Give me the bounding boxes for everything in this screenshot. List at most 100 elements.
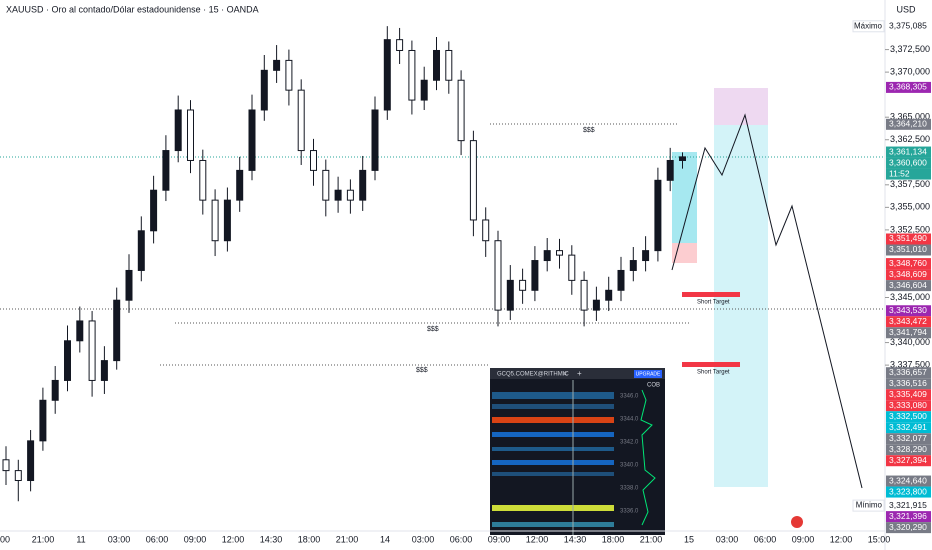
candle-body <box>457 79 465 142</box>
price-badge <box>886 233 931 245</box>
y-tick-label: 3,340,000 <box>890 337 930 347</box>
price-badge-label: 3,333,080 <box>889 400 927 410</box>
candle-body <box>654 179 662 252</box>
price-badge-label: 3,321,396 <box>889 511 927 521</box>
x-tick-label: 09:00 <box>488 534 511 544</box>
widget-price: 3342.0 <box>620 440 639 446</box>
price-badge-label: 3,321,915 <box>889 500 927 510</box>
x-tick-label: 14:30 <box>564 534 587 544</box>
x-tick-label: 14 <box>380 534 390 544</box>
price-badge-label: 3,351,010 <box>889 244 927 254</box>
candle-body <box>51 379 59 401</box>
candle-body <box>568 254 576 281</box>
heat-band <box>492 404 614 409</box>
x-tick-label: 06:00 <box>146 534 169 544</box>
price-badge-label: 3,346,604 <box>889 280 927 290</box>
price-badge <box>886 422 931 434</box>
candle-body <box>27 440 35 482</box>
price-badge <box>886 475 931 487</box>
long-stop-box <box>672 243 697 263</box>
candle-body <box>531 260 539 291</box>
liquidity-label: $$$ <box>416 367 428 374</box>
x-tick-label: 18:00 <box>602 534 625 544</box>
price-badge <box>886 258 931 270</box>
extreme-tag: Máximo <box>854 21 883 30</box>
extreme-tag-bg <box>852 20 885 33</box>
widget-price: 3344.0 <box>620 417 639 423</box>
candle-body <box>14 470 22 482</box>
currency-label: USD <box>896 4 916 14</box>
candle-body <box>408 49 416 101</box>
x-tick-label: 06:00 <box>754 534 777 544</box>
candle-body <box>506 279 514 311</box>
candle-body <box>445 49 453 81</box>
candle-body <box>359 169 367 201</box>
price-badge <box>886 486 931 498</box>
price-badge-label: 3,328,290 <box>889 444 927 454</box>
upgrade-button[interactable] <box>634 370 662 378</box>
x-tick-label: 14:30 <box>260 534 283 544</box>
heat-band <box>492 432 614 437</box>
x-tick-label: 06:00 <box>450 534 473 544</box>
candle-body <box>629 260 637 271</box>
short-target-box <box>714 125 768 487</box>
extreme-tag: Mínimo <box>856 501 883 510</box>
price-badge-label: 3,351,490 <box>889 233 927 243</box>
price-badge-label: 3,332,077 <box>889 433 927 443</box>
price-badge <box>886 316 931 328</box>
price-badge <box>886 455 931 467</box>
price-badge <box>886 269 931 281</box>
price-badge <box>886 81 931 93</box>
y-tick-label: 3,365,000 <box>890 112 930 122</box>
heat-band <box>492 505 614 511</box>
x-tick-label: 15:00 <box>868 534 891 544</box>
liquidity-label: $$$ <box>427 326 439 333</box>
x-tick-label: 11 <box>76 534 85 544</box>
heat-band <box>492 460 614 465</box>
candle-body <box>39 399 47 442</box>
price-badge-label: 3,335,409 <box>889 389 927 399</box>
y-tick-label: 3,362,500 <box>890 134 930 144</box>
price-badge-label: 3,341,794 <box>889 327 927 337</box>
y-tick-label: 3,345,000 <box>890 292 930 302</box>
candle-body <box>223 199 231 242</box>
price-badge <box>886 511 931 523</box>
price-badge-label: 3,348,609 <box>889 269 927 279</box>
price-badge-label: 3,361,134 <box>889 146 927 156</box>
candle-body <box>199 159 207 201</box>
candle-body <box>211 199 219 242</box>
price-badge-label: 3,327,394 <box>889 455 927 465</box>
flag-icon[interactable] <box>791 516 803 528</box>
price-badge <box>886 146 931 158</box>
candle-body <box>642 250 650 262</box>
candle-body <box>187 109 194 161</box>
target-marker <box>682 292 740 297</box>
widget-price: 3338.0 <box>620 486 639 492</box>
widget-close[interactable]: × <box>563 371 567 378</box>
candle-body <box>556 250 563 256</box>
candle-body <box>580 279 588 311</box>
price-badge <box>886 20 931 32</box>
x-tick-label: 09:00 <box>792 534 815 544</box>
x-tick-label: 21:00 <box>32 534 55 544</box>
candle-body <box>137 230 145 271</box>
volume-profile <box>640 389 656 526</box>
upgrade-label[interactable]: UPGRADE <box>636 371 661 377</box>
price-badge-label: 3,364,210 <box>889 119 927 129</box>
candle-body <box>100 360 108 381</box>
price-badge <box>886 367 931 379</box>
y-tick-label: 3,372,500 <box>890 44 930 54</box>
price-badge <box>886 118 931 130</box>
heat-band <box>492 472 614 476</box>
widget-add[interactable]: + <box>577 369 582 378</box>
candle-body <box>420 79 428 101</box>
short-stop-box <box>714 88 768 125</box>
candle-body <box>236 169 244 201</box>
x-tick-label: 03:00 <box>412 534 435 544</box>
candle-body <box>334 189 342 201</box>
x-tick-label: 21:00 <box>336 534 359 544</box>
x-tick-label: 12:00 <box>830 534 853 544</box>
candle-body <box>679 156 686 161</box>
plot-area: $$$ $$$ $$$ Short Target Short Target <box>0 88 885 489</box>
